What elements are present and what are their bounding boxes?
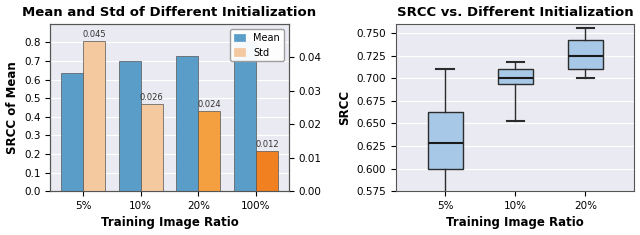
Bar [198, 111, 220, 191]
Bar [61, 73, 83, 191]
Text: 0.012: 0.012 [255, 140, 278, 149]
Bar [177, 56, 198, 191]
Title: Mean and Std of Different Initialization: Mean and Std of Different Initialization [22, 6, 317, 19]
Y-axis label: SRCC: SRCC [338, 90, 351, 125]
PathPatch shape [428, 112, 463, 168]
X-axis label: Training Image Ratio: Training Image Ratio [446, 216, 584, 229]
Text: 0.026: 0.026 [140, 93, 163, 102]
PathPatch shape [498, 69, 532, 84]
Text: 0.024: 0.024 [198, 100, 221, 109]
Title: SRCC vs. Different Initialization: SRCC vs. Different Initialization [397, 6, 634, 19]
Text: 0.045: 0.045 [82, 30, 106, 39]
Bar [256, 151, 278, 191]
Legend: Mean, Std: Mean, Std [230, 29, 284, 61]
PathPatch shape [568, 40, 603, 69]
Bar [234, 41, 256, 191]
Bar [83, 41, 105, 191]
Bar [141, 104, 163, 191]
Y-axis label: SRCC of Mean: SRCC of Mean [6, 61, 19, 154]
X-axis label: Training Image Ratio: Training Image Ratio [100, 216, 238, 229]
Bar [119, 61, 141, 191]
